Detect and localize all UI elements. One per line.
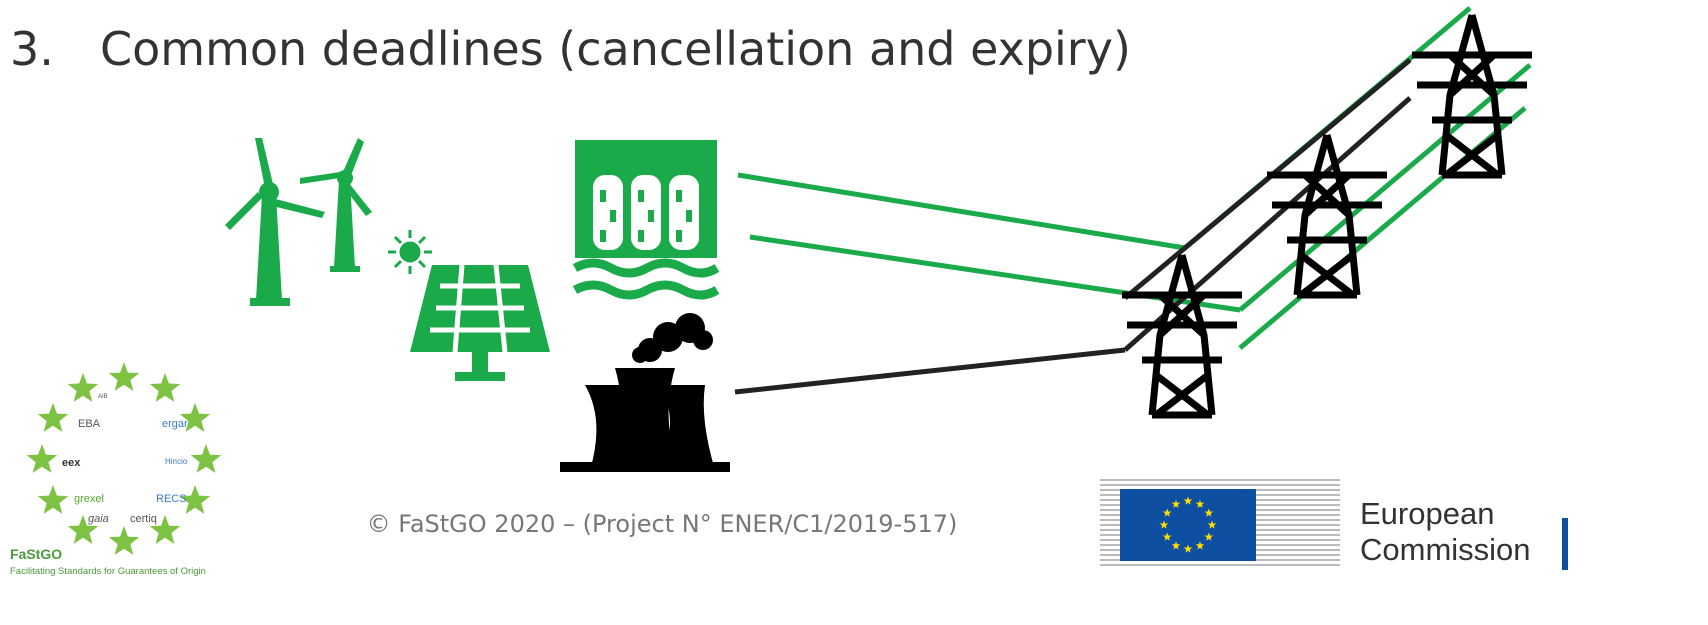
member-logo: gaia xyxy=(88,513,109,525)
member-logo: AIB xyxy=(98,394,108,400)
star xyxy=(68,373,98,402)
ec-line2: Commission xyxy=(1360,532,1531,567)
star xyxy=(27,444,57,473)
star xyxy=(38,485,68,514)
page: {"slide": {"number": "3.", "title": "Com… xyxy=(0,0,1708,625)
power-plant-icon xyxy=(560,313,730,472)
dam-icon xyxy=(575,140,717,295)
slide-number: 3. xyxy=(10,22,54,76)
star xyxy=(191,444,221,473)
member-logo: ergar xyxy=(162,418,188,430)
slide-title: Common deadlines (cancellation and expir… xyxy=(100,22,1131,76)
wind-icon xyxy=(225,138,372,306)
member-logo: Hincio xyxy=(165,457,188,466)
solar-panel-icon xyxy=(410,265,550,381)
member-logo: grexel xyxy=(74,493,104,505)
slide: 3. Common deadlines (cancellation and ex… xyxy=(0,0,1708,625)
star xyxy=(150,373,180,402)
member-logo: eex xyxy=(62,457,81,469)
fastgo-name: FaStGO xyxy=(10,546,62,562)
sun-icon xyxy=(388,230,432,274)
member-logo: certiq xyxy=(130,513,157,525)
ec-line1: European xyxy=(1360,496,1494,531)
fastgo-stars xyxy=(27,362,221,555)
footer: © FaStGO 2020 – (Project N° ENER/C1/2019… xyxy=(367,510,958,538)
member-logo: EBA xyxy=(78,418,101,430)
member-logo: RECS xyxy=(156,493,187,505)
fastgo-tagline: Facilitating Standards for Guarantees of… xyxy=(10,566,206,577)
ec-bar xyxy=(1562,518,1568,570)
body: 3. Common deadlines (cancellation and ex… xyxy=(0,0,1708,625)
fastgo-members: AIB EBA ergar eex Hincio grexel RECS gai… xyxy=(62,394,188,525)
star xyxy=(38,403,68,432)
star xyxy=(109,362,139,391)
star xyxy=(109,526,139,555)
